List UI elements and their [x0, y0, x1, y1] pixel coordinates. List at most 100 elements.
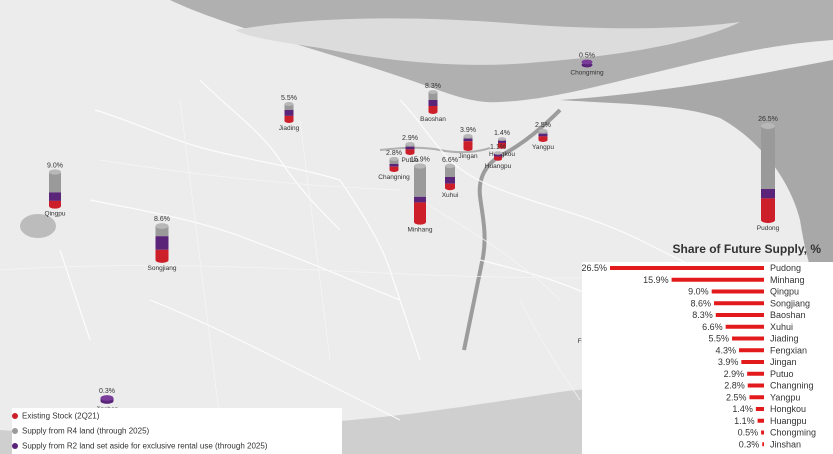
bar-chongming [761, 430, 764, 435]
legend-label-r4: Supply from R4 land (through 2025) [22, 426, 150, 436]
district-pct-songjiang: 8.6% [154, 216, 170, 223]
cylinder-seg-purple-yangpu [538, 133, 548, 137]
district-name-putuo: Putuo [402, 157, 419, 164]
cylinder-base-jingan [463, 147, 473, 151]
cylinder-seg-gray-pudong [761, 126, 775, 189]
cylinder-seg-purple-pudong [761, 188, 775, 199]
district-pct-jingan: 3.9% [460, 127, 476, 134]
bar-xuhui [725, 324, 764, 329]
category-label-xuhui: Xuhui [770, 322, 793, 332]
cylinder-top-hongkou [498, 137, 506, 141]
chongming-island [235, 18, 740, 65]
bar-value-yangpu: 2.5% [726, 392, 747, 402]
district-cylinder-pudong: 26.5% Pudong [757, 116, 780, 232]
cylinder-top-chongming [581, 59, 593, 65]
chart-title: Share of Future Supply, % [672, 242, 821, 256]
bar-value-fengxian: 4.3% [715, 345, 736, 355]
cylinder-top-baoshan [428, 90, 438, 94]
cylinder-seg-red-jiading [284, 115, 294, 121]
cylinder-seg-purple-minhang [414, 196, 426, 203]
cylinder-base-jiading [284, 119, 294, 123]
cylinder-seg-red-minhang [414, 202, 426, 222]
cylinder-top-yangpu [538, 129, 548, 133]
district-cylinder-qingpu: 9.0% Qingpu [45, 162, 66, 217]
cylinder-seg-gray-qingpu [49, 172, 61, 193]
cylinder-top-huangpu [494, 151, 502, 155]
district-name-songjiang: Songjiang [148, 265, 177, 272]
district-name-pudong: Pudong [757, 225, 780, 232]
bar-fengxian [739, 348, 764, 353]
district-pct-putuo: 2.9% [402, 135, 418, 142]
district-name-jiading: Jiading [279, 125, 300, 132]
district-name-minhang: Minhang [408, 227, 433, 234]
cylinder-top-changning [389, 157, 399, 161]
cylinder-top-putuo [405, 142, 415, 146]
bar-value-jinshan: 0.3% [739, 439, 760, 449]
district-cylinder-baoshan: 8.3% Baoshan [420, 83, 446, 123]
district-cylinder-putuo: 2.9% Putuo [402, 135, 419, 164]
cylinder-seg-red-pudong [761, 198, 775, 220]
cylinder-seg-red-baoshan [428, 106, 438, 112]
district-name-xuhui: Xuhui [442, 192, 459, 199]
cylinder-seg-purple-baoshan [428, 100, 438, 106]
district-cylinder-hongkou: 1.4% Hongkou [489, 130, 515, 158]
bar-value-xuhui: 6.6% [702, 322, 723, 332]
share-of-supply-panel: 26.5% Pudong 15.9% Minhang 9.0% Qingpu 8.6% Son… [582, 238, 833, 454]
district-cylinder-minhang: 15.9% Minhang [408, 156, 433, 233]
legend-item-existing: Existing Stock (2Q21) [12, 411, 99, 420]
category-label-songjiang: Songjiang [770, 298, 810, 308]
category-label-jinshan: Jinshan [770, 439, 801, 449]
district-pct-hongkou: 1.4% [494, 130, 510, 137]
district-pct-changning: 2.8% [386, 150, 402, 157]
bar-songjiang [714, 301, 764, 306]
district-name-qingpu: Qingpu [45, 211, 66, 218]
district-cylinders: 0.5% Chongming 8.3% Baoshan 5.5% Jiading 2.9% P… [45, 53, 780, 413]
bar-jingan [741, 360, 764, 364]
bar-putuo [747, 371, 764, 376]
legend-swatch-r4 [12, 427, 18, 434]
cylinder-seg-red-songjiang [155, 249, 169, 260]
legend-item-r2: Supply from R2 land set aside for exclus… [12, 441, 267, 450]
district-pct-pudong: 26.5% [758, 116, 778, 123]
district-pct-minhang: 15.9% [410, 156, 430, 163]
category-label-hongkou: Hongkou [770, 404, 806, 414]
district-name-huangpu: Huangpu [485, 163, 512, 170]
district-pct-chongming: 0.5% [579, 53, 595, 60]
map-legend: Existing Stock (2Q21) Supply from R4 lan… [12, 408, 342, 454]
cylinder-base-baoshan [428, 110, 438, 114]
bar-value-jiading: 5.5% [709, 334, 730, 344]
cylinder-top-qingpu [49, 169, 61, 175]
district-cylinder-huangpu: 1.1% Huangpu [485, 144, 512, 170]
legend-swatch-existing [12, 412, 18, 419]
cylinder-top-minhang [414, 163, 426, 169]
district-cylinder-xuhui: 6.6% Xuhui [442, 157, 459, 199]
share-bar-chart: 26.5% Pudong 15.9% Minhang 9.0% Qingpu 8.6% Son… [582, 262, 833, 454]
category-label-huangpu: Huangpu [770, 416, 807, 426]
bar-value-jingan: 3.9% [718, 357, 739, 367]
cylinder-seg-gray-jiading [284, 104, 294, 110]
category-label-minhang: Minhang [770, 275, 805, 285]
bar-value-pudong: 26.5% [582, 263, 607, 273]
cylinder-base-hongkou [498, 145, 506, 149]
bar-qingpu [711, 289, 764, 294]
cylinder-seg-purple-hongkou [498, 140, 506, 143]
district-name-chongming: Chongming [570, 69, 604, 76]
cylinder-base-qingpu [49, 203, 61, 209]
cylinder-seg-gray-baoshan [428, 92, 438, 100]
cylinder-seg-purple-jingan [463, 138, 473, 142]
estuary-mouth [560, 60, 833, 300]
legend-label-existing: Existing Stock (2Q21) [22, 411, 100, 421]
cylinder-base-yangpu [538, 138, 548, 142]
district-pct-jinshan: 0.3% [99, 388, 115, 395]
category-label-qingpu: Qingpu [770, 287, 799, 297]
district-cylinder-jingan: 3.9% Jingan [458, 127, 478, 160]
cylinder-seg-red-hongkou [498, 143, 506, 147]
district-pct-baoshan: 8.3% [425, 83, 441, 90]
cylinder-top-jingan [463, 134, 473, 138]
cylinder-base-pudong [761, 216, 775, 224]
district-name-yangpu: Yangpu [532, 144, 554, 151]
cylinder-base-huangpu [494, 157, 502, 161]
bar-value-changning: 2.8% [724, 381, 745, 391]
category-label-fengxian: Fengxian [770, 345, 807, 355]
